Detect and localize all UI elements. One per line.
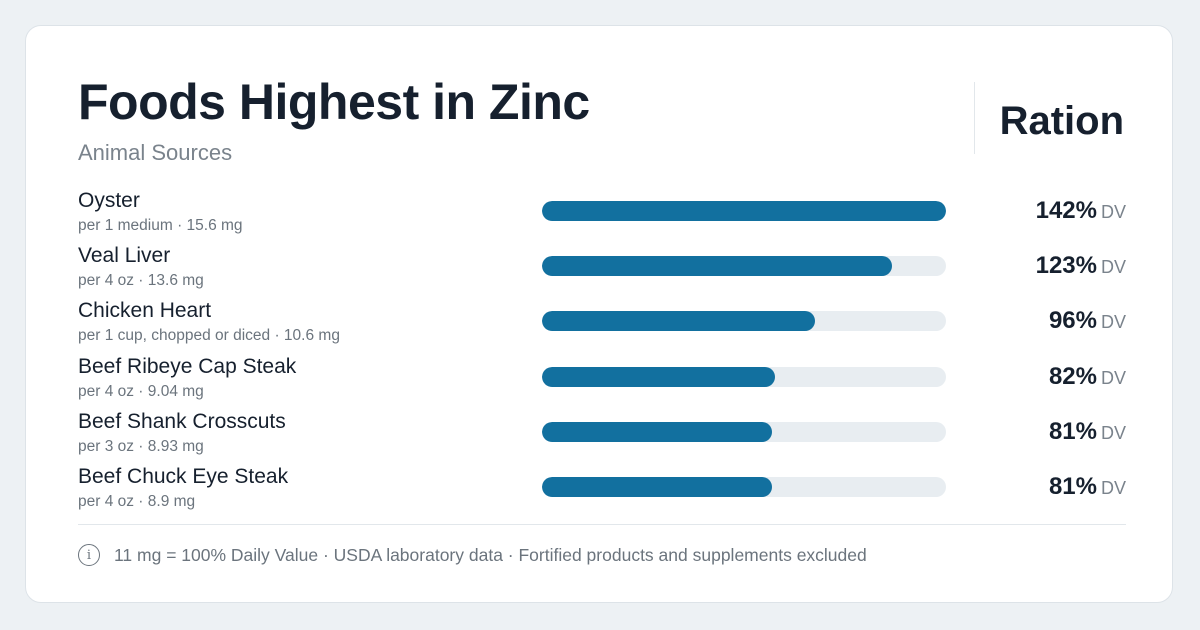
bar-serving-label: per 1 medium · 15.6 mg <box>78 217 243 234</box>
footer-divider <box>78 524 1126 525</box>
bar-row: Oyster per 1 medium · 15.6 mg 142% DV <box>78 186 1126 241</box>
bar-row: Beef Shank Crosscuts per 3 oz · 8.93 mg 81… <box>78 407 1126 462</box>
dv-unit: DV <box>1100 202 1126 222</box>
dv-value: 82% <box>1048 362 1097 390</box>
bar-row: Chicken Heart per 1 cup, chopped or diced… <box>78 296 1126 351</box>
dv-unit: DV <box>1100 257 1126 278</box>
bar-row: Veal Liver per 4 oz · 13.6 mg 123% DV <box>78 241 1126 296</box>
data-label: 123% DV <box>1036 251 1126 284</box>
data-label: 81% DV <box>1049 472 1126 505</box>
dv-value: 81% <box>1048 417 1097 445</box>
bar-serving-label: per 1 cup, chopped or diced · 10.6 mg <box>78 327 340 345</box>
bar-serving-label: per 4 oz · 13.6 mg <box>78 272 204 290</box>
brand-divider <box>974 82 975 154</box>
bar-track <box>542 201 946 221</box>
data-label: 81% DV <box>1049 417 1126 450</box>
dv-unit: DV <box>1100 422 1126 443</box>
bar-category-label: Beef Ribeye Cap Steak <box>78 354 297 378</box>
bar <box>542 256 892 277</box>
bar-list: Oyster per 1 medium · 15.6 mg 142% DV Veal L… <box>78 186 1126 517</box>
chart-card: Foods Highest in Zinc Animal Sources Rat… <box>25 25 1173 603</box>
bar <box>542 421 773 442</box>
data-label: 142% DV <box>1036 196 1126 229</box>
footer-note: 11 mg = 100% Daily Value · USDA laborato… <box>114 545 867 565</box>
bar-serving-label: per 3 oz · 8.93 mg <box>78 437 204 455</box>
bar <box>542 366 776 387</box>
dv-value: 81% <box>1048 472 1097 500</box>
bar-row: Beef Chuck Eye Steak per 4 oz · 8.9 mg 81%… <box>78 462 1126 517</box>
info-icon: i <box>78 544 100 566</box>
chart-title: Foods Highest in Zinc <box>78 74 590 130</box>
bar-serving-label: per 4 oz · 8.9 mg <box>78 492 196 510</box>
bar-track <box>542 366 946 387</box>
bar-category-label: Chicken Heart <box>78 299 212 323</box>
bar-category-label: Beef Shank Crosscuts <box>78 409 286 433</box>
dv-unit: DV <box>1100 312 1126 333</box>
bar <box>542 201 946 221</box>
dv-unit: DV <box>1100 367 1126 388</box>
footer: i 11 mg = 100% Daily Value · USDA labora… <box>78 543 867 567</box>
dv-value: 96% <box>1048 307 1097 335</box>
bar-category-label: Veal Liver <box>78 244 171 268</box>
bar-serving-label: per 4 oz · 9.04 mg <box>78 382 204 400</box>
chart-subtitle: Animal Sources <box>78 140 233 165</box>
bar-category-label: Beef Chuck Eye Steak <box>78 464 289 488</box>
bar-track <box>542 476 946 497</box>
data-label: 82% DV <box>1049 362 1126 395</box>
bar-track <box>542 421 946 442</box>
dv-value: 123% <box>1035 252 1097 280</box>
bar-track <box>542 311 946 332</box>
bar-row: Beef Ribeye Cap Steak per 4 oz · 9.04 mg 8… <box>78 352 1126 407</box>
bar <box>542 311 816 332</box>
brand-logo: Ration <box>999 99 1124 143</box>
dv-unit: DV <box>1100 477 1126 498</box>
bar <box>542 476 773 497</box>
bar-track <box>542 256 946 277</box>
dv-value: 142% <box>1035 197 1097 224</box>
bar-category-label: Oyster <box>78 189 140 212</box>
data-label: 96% DV <box>1049 306 1126 339</box>
